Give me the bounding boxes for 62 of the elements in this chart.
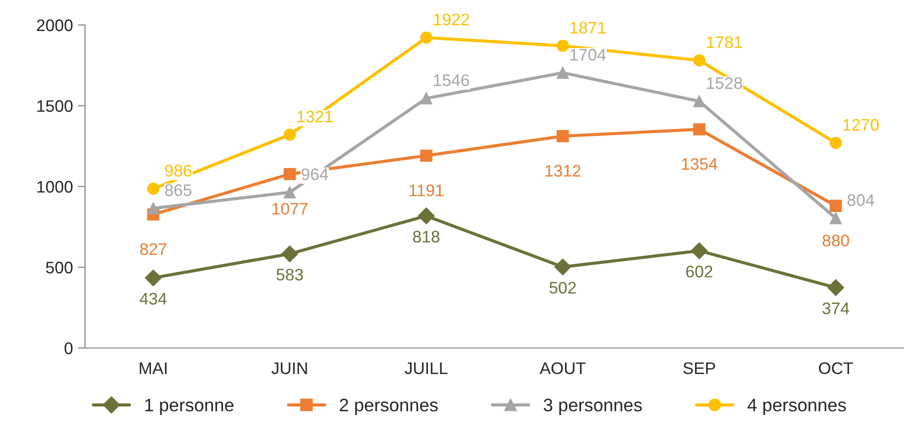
data-label: 880 [822, 234, 850, 246]
point [556, 130, 569, 142]
point [693, 123, 706, 136]
point [556, 66, 569, 79]
data-label: 1871 [570, 22, 606, 34]
data-label: 827 [140, 243, 166, 256]
y-tick-label: 2000 [36, 19, 73, 32]
point [830, 200, 842, 212]
data-label: 964 [302, 168, 328, 180]
x-tick-label: MAI [140, 362, 167, 374]
point [284, 128, 296, 141]
point [420, 150, 432, 162]
x-tick-label: JUILL [404, 362, 448, 374]
x-tick-label: SEP [683, 362, 716, 374]
point [281, 245, 298, 262]
data-label: 1528 [706, 77, 742, 90]
point [147, 202, 160, 214]
data-label: 818 [413, 230, 440, 243]
point [827, 279, 844, 296]
data-label: 1704 [570, 48, 606, 61]
y-tick-label: 0 [64, 342, 73, 354]
point [284, 168, 296, 180]
point [144, 270, 162, 286]
legend-label: 4 personnes [748, 398, 846, 415]
point [284, 186, 296, 198]
point [420, 32, 432, 44]
y-tick-label: 1500 [37, 100, 73, 112]
point [830, 212, 842, 224]
y-tick-label: 1000 [37, 180, 73, 193]
data-label: 1077 [272, 202, 308, 215]
data-label: 374 [822, 302, 850, 314]
point [556, 40, 569, 52]
legend-label: 2 personnes [340, 398, 438, 415]
point [830, 136, 842, 149]
legend-label: 1 personne [145, 398, 234, 415]
y-tick-label: 500 [46, 262, 73, 274]
x-tick-label: AOUT [540, 362, 586, 374]
data-label: 1354 [682, 158, 718, 170]
data-label: 583 [276, 268, 303, 281]
data-label: 1312 [545, 164, 580, 177]
x-tick-label: OCT [818, 362, 853, 374]
point [554, 258, 572, 276]
data-label: 1546 [434, 74, 470, 86]
data-label: 804 [848, 194, 874, 206]
legend-label: 3 personnes [544, 398, 642, 415]
data-label: 1922 [434, 14, 469, 26]
point [693, 54, 706, 66]
point [147, 182, 160, 195]
data-label: 602 [686, 266, 712, 278]
point [690, 242, 708, 260]
data-label: 1270 [843, 118, 879, 131]
data-label: 1781 [706, 36, 742, 48]
data-label: 865 [165, 184, 192, 196]
point [693, 95, 706, 108]
x-tick-label: JUIN [271, 362, 307, 374]
data-label: 434 [140, 292, 167, 305]
point [420, 92, 432, 104]
data-label: 986 [165, 164, 192, 177]
point [418, 208, 435, 224]
data-label: 502 [550, 282, 576, 294]
data-label: 1191 [410, 184, 444, 196]
data-label: 1321 [297, 110, 332, 122]
